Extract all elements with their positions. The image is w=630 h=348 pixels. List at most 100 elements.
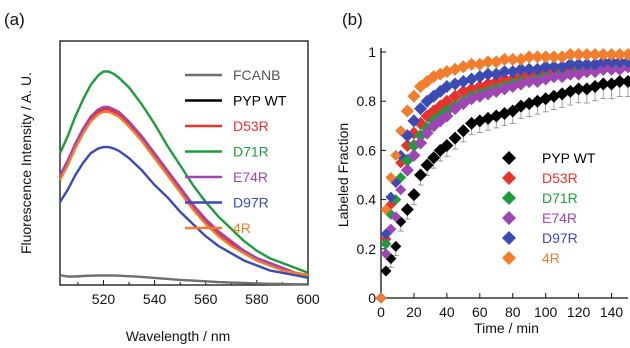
data-point-pyp-wt xyxy=(380,265,392,277)
data-point-e74r xyxy=(420,126,434,140)
data-point-pyp-wt xyxy=(400,202,414,216)
data-point-4r xyxy=(400,104,414,118)
legend-label-4r: 4R xyxy=(542,250,560,266)
data-point-e74r xyxy=(448,102,462,116)
legend-label-4r: 4R xyxy=(233,220,251,236)
y-tick-label-0-4: 0.4 xyxy=(357,192,377,208)
data-point-e74r xyxy=(456,97,470,111)
data-point-4r xyxy=(385,171,397,183)
data-point-e74r xyxy=(395,184,407,196)
x-tick-label-600: 600 xyxy=(296,291,320,307)
legend-label-pyp-wt: PYP WT xyxy=(233,93,287,109)
data-point-pyp-wt xyxy=(621,75,630,89)
data-point-4r xyxy=(596,47,610,61)
data-point-pyp-wt xyxy=(506,104,520,118)
data-point-4r xyxy=(613,47,627,61)
legend-label-d53r: D53R xyxy=(542,170,578,186)
data-point-4r xyxy=(605,47,619,61)
data-point-4r xyxy=(380,203,392,215)
panel-b-kinetics: (b) 0 0.2 0.4 0.6 0.8 1 0 20 40 60 80 100 120 140 Time … xyxy=(335,10,630,336)
data-point-e74r xyxy=(407,148,421,162)
legend-label-e74r: E74R xyxy=(542,210,577,226)
panel-a-spectra: (a) 520 540 560 580 600 Wavelength / nm Fluores… xyxy=(4,10,320,344)
data-point-d53r xyxy=(498,72,511,86)
legend-label-fcanb: FCANB xyxy=(233,67,280,83)
data-point-4r xyxy=(498,52,511,66)
data-point-d97r xyxy=(547,60,561,74)
data-point-e74r xyxy=(414,136,428,150)
x-tick-label-540: 540 xyxy=(143,291,167,307)
data-point-pyp-wt xyxy=(572,82,586,96)
data-point-e74r xyxy=(605,62,619,76)
y-tick-label-0: 0 xyxy=(368,290,376,306)
data-point-4r xyxy=(465,57,479,71)
data-point-d97r xyxy=(539,60,553,74)
x-tick-label-580: 580 xyxy=(245,291,269,307)
data-point-e74r xyxy=(440,109,454,123)
x-axis-title: Time / min xyxy=(474,320,539,336)
x-tick-label-120: 120 xyxy=(567,304,591,320)
data-point-4r xyxy=(395,125,407,137)
y-tick-label-0-8: 0.8 xyxy=(357,93,377,109)
data-point-d97r xyxy=(572,57,586,71)
y-tick-label-0-2: 0.2 xyxy=(357,241,377,257)
data-point-d97r xyxy=(522,62,536,76)
data-point-4r xyxy=(621,47,630,61)
x-axis-title: Wavelength / nm xyxy=(126,328,231,344)
x-tick-label-20: 20 xyxy=(406,304,422,320)
data-point-4r xyxy=(390,149,402,161)
data-point-4r xyxy=(588,47,602,61)
data-point-4r xyxy=(530,50,544,64)
data-point-pyp-wt xyxy=(440,138,454,152)
data-point-pyp-wt xyxy=(420,158,434,172)
y-axis-title: Fluorescence Intensity / A. U. xyxy=(18,72,34,254)
data-point-d97r xyxy=(481,67,495,81)
legend-label-d97r: D97R xyxy=(233,195,269,211)
data-point-pyp-wt xyxy=(385,253,397,265)
data-point-d97r xyxy=(580,57,594,71)
data-point-d97r xyxy=(613,55,627,69)
data-point-d53r xyxy=(448,89,462,103)
x-tick-label-0: 0 xyxy=(377,304,385,320)
legend-label-d97r: D97R xyxy=(542,230,578,246)
legend-marker-d71r xyxy=(502,191,516,205)
series-line-4r xyxy=(58,110,309,277)
data-point-d53r xyxy=(440,94,454,108)
data-point-4r xyxy=(563,47,577,61)
legend-marker-4r xyxy=(502,251,516,265)
x-tick-label-560: 560 xyxy=(194,291,218,307)
series-line-d71r xyxy=(58,70,309,274)
data-point-e74r xyxy=(596,62,610,76)
legend-marker-d53r xyxy=(502,171,516,185)
data-point-d97r xyxy=(407,114,421,128)
x-tick-label-520: 520 xyxy=(92,291,116,307)
x-tick-label-60: 60 xyxy=(472,304,488,320)
legend-label-d71r: D71R xyxy=(233,144,269,160)
data-point-d97r xyxy=(414,102,428,116)
y-tick-label-0-6: 0.6 xyxy=(357,142,377,158)
panel-b-label: (b) xyxy=(342,10,363,29)
data-point-d97r xyxy=(596,55,610,69)
data-point-4r xyxy=(547,50,561,64)
data-point-d97r xyxy=(588,57,602,71)
data-point-d97r xyxy=(498,65,511,79)
legend-label-pyp-wt: PYP WT xyxy=(542,150,596,166)
data-point-pyp-wt xyxy=(427,151,441,165)
data-point-pyp-wt xyxy=(613,75,627,89)
series-line-d97r xyxy=(58,145,309,279)
x-tick-label-100: 100 xyxy=(534,304,558,320)
legend-label-d71r: D71R xyxy=(542,190,578,206)
data-point-e74r xyxy=(400,163,414,177)
data-point-d97r xyxy=(563,57,577,71)
data-point-d53r xyxy=(400,138,414,152)
data-point-4r xyxy=(407,89,421,103)
x-tick-label-80: 80 xyxy=(505,304,521,320)
series-line-fcanb xyxy=(59,274,308,286)
data-point-4r xyxy=(375,292,387,304)
x-tick-label-40: 40 xyxy=(439,304,455,320)
data-point-d97r xyxy=(605,55,619,69)
data-point-d97r xyxy=(555,60,569,74)
panel-a-label: (a) xyxy=(4,10,25,29)
data-point-d97r xyxy=(380,228,392,240)
